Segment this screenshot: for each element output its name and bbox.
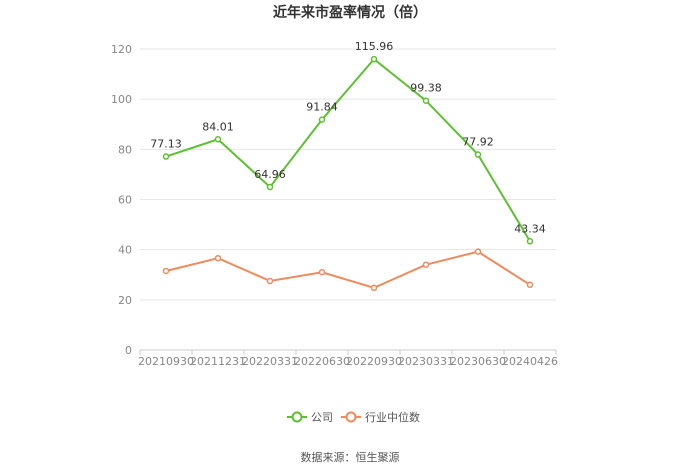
y-tick-label: 20 xyxy=(118,294,132,307)
data-point-industry[interactable] xyxy=(214,254,222,262)
y-tick-label: 100 xyxy=(111,93,132,106)
legend-company-label: 公司 xyxy=(311,411,333,424)
data-point-company[interactable] xyxy=(162,153,170,160)
legend-item-company[interactable]: 公司 xyxy=(287,411,333,424)
x-tick-label: 20220630 xyxy=(294,355,350,368)
series-line-industry xyxy=(165,250,531,289)
data-point-industry[interactable] xyxy=(422,261,430,268)
data-source: 数据来源：恒生聚源 xyxy=(301,450,400,464)
y-tick-label: 120 xyxy=(111,43,132,56)
y-tick-label: 80 xyxy=(118,143,132,156)
data-point-industry[interactable] xyxy=(526,281,534,289)
data-label-company: 77.13 xyxy=(150,138,182,151)
x-tick-label: 20230630 xyxy=(450,355,506,368)
data-point-industry[interactable] xyxy=(474,248,482,255)
data-point-company[interactable] xyxy=(266,183,274,191)
data-point-company[interactable] xyxy=(370,55,378,63)
y-tick-label: 40 xyxy=(118,244,132,257)
x-tick-label: 20230331 xyxy=(398,355,454,368)
data-labels: 77.13 84.01 64.96 91.84 115.96 99.38 77.92 43.3… xyxy=(150,40,546,235)
data-point-company[interactable] xyxy=(422,97,430,104)
legend-item-industry[interactable]: 行业中位数 xyxy=(341,410,420,424)
grid-lines xyxy=(140,48,556,351)
legend-company-marker-icon xyxy=(291,411,303,423)
x-tick-label: 20210930 xyxy=(138,355,194,368)
data-point-industry[interactable] xyxy=(162,267,170,275)
series-line-company xyxy=(165,57,531,242)
data-label-company: 64.96 xyxy=(254,168,286,181)
y-axis-ticks: 0 20 40 60 80 100 120 xyxy=(111,43,132,357)
data-point-company[interactable] xyxy=(214,136,222,143)
series-lines xyxy=(162,55,534,292)
x-tick-label: 20220930 xyxy=(346,355,402,368)
data-label-company: 99.38 xyxy=(410,82,442,95)
data-point-company[interactable] xyxy=(526,238,534,245)
x-tick-label: 20240426 xyxy=(502,355,558,368)
data-point-industry[interactable] xyxy=(370,284,378,292)
data-point-company[interactable] xyxy=(474,151,482,158)
data-point-company[interactable] xyxy=(318,116,326,123)
legend-industry-label: 行业中位数 xyxy=(365,410,420,424)
x-axis-ticks: 2021093020211231202203312022063020220930… xyxy=(138,350,558,368)
data-point-industry[interactable] xyxy=(266,277,274,285)
legend-industry-marker-icon xyxy=(345,411,357,423)
x-tick-label: 20211231 xyxy=(190,355,246,368)
data-label-company: 91.84 xyxy=(306,101,338,114)
x-tick-label: 20220331 xyxy=(242,355,298,368)
data-label-company: 84.01 xyxy=(202,120,234,133)
data-label-company: 115.96 xyxy=(355,40,394,53)
data-label-company: 43.34 xyxy=(514,222,546,235)
y-tick-label: 60 xyxy=(118,194,132,207)
y-tick-label: 0 xyxy=(125,344,132,357)
chart-title: 近年来市盈率情况（倍） xyxy=(273,4,427,21)
data-label-company: 77.92 xyxy=(462,136,494,149)
legend[interactable]: 公司 行业中位数 xyxy=(287,410,420,424)
data-point-industry[interactable] xyxy=(318,268,326,276)
